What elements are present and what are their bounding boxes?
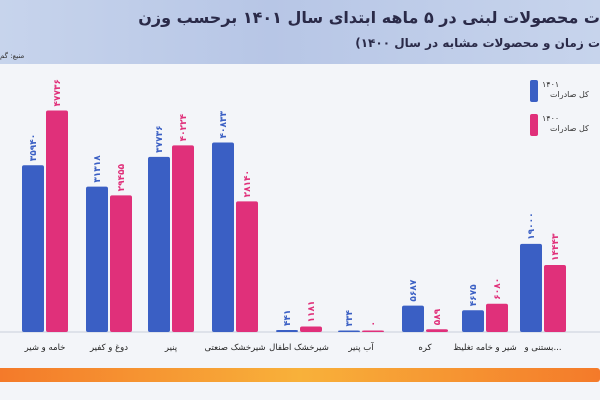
bar-1400-2 — [110, 195, 132, 332]
value-label-1400-1: ۴۷۷۳۶ — [53, 79, 63, 106]
value-label-1400-8: ۶۰۸۰ — [493, 278, 503, 300]
source-note: منبع: گم — [0, 52, 25, 60]
bar-1400-5 — [300, 326, 322, 332]
bar-1400-8 — [486, 303, 508, 332]
legend-year-1400: ۱۴۰۰ — [542, 114, 560, 123]
legend-swatch-1401 — [530, 80, 538, 102]
bar-1401-1 — [22, 165, 44, 332]
bar-1401-3 — [148, 156, 170, 332]
bar-1400-7 — [426, 329, 448, 332]
chart-subtitle: ت زمان و محصولات مشابه در سال ۱۴۰۰) — [355, 36, 600, 50]
value-label-1401-2: ۳۱۳۱۸ — [93, 155, 103, 183]
bar-1401-5 — [276, 329, 298, 332]
bar-1401-2 — [86, 186, 108, 332]
value-label-1401-5: ۴۴۱ — [283, 309, 293, 325]
category-label-4: شیرخشک صنعتی — [204, 343, 265, 353]
category-label-9: بستنی و... — [523, 343, 561, 353]
value-label-1400-5: ۱۱۸۱ — [307, 301, 317, 323]
category-label-6: آب پنیر — [347, 341, 374, 353]
value-label-1400-3: ۴۰۲۲۴ — [179, 113, 189, 141]
legend-swatch-1400 — [530, 114, 538, 136]
category-label-1: خامه و شیر — [24, 343, 66, 353]
legend-year-1401: ۱۴۰۱ — [542, 80, 560, 89]
legend-label-1400: کل صادرات — [550, 124, 589, 133]
value-label-1400-9: ۱۴۴۴۳ — [551, 233, 561, 261]
bar-1400-9 — [544, 264, 566, 332]
header-band — [0, 0, 600, 64]
value-label-1400-7: ۵۸۹ — [433, 308, 443, 325]
bar-1401-8 — [462, 310, 484, 332]
bar-1401-6 — [338, 330, 360, 332]
category-label-7: کره — [418, 343, 432, 353]
bar-1401-4 — [212, 142, 234, 332]
bar-1400-6 — [362, 330, 384, 332]
category-label-3: پنیر — [164, 343, 178, 353]
bar-1400-3 — [172, 145, 194, 332]
bar-1401-9 — [520, 243, 542, 332]
value-label-1400-6: ۰ — [369, 321, 379, 327]
chart-title: ت محصولات لبنی در ۵ ماهه ابتدای سال ۱۴۰۱… — [138, 8, 600, 27]
value-label-1401-3: ۳۷۷۳۶ — [155, 125, 165, 152]
bar-1400-1 — [46, 110, 68, 332]
value-label-1400-4: ۲۸۱۴۰ — [243, 170, 253, 197]
value-label-1401-7: ۵۶۸۷ — [409, 279, 419, 301]
legend-item-1401: ۱۴۰۱ کل صادرات — [530, 80, 600, 102]
bar-1400-4 — [236, 201, 258, 332]
legend-label-1401: کل صادرات — [550, 90, 589, 99]
bar-1401-7 — [402, 305, 424, 332]
value-label-1401-6: ۳۳۴ — [345, 309, 355, 326]
legend-item-1400: ۱۴۰۰ کل صادرات — [530, 114, 600, 136]
value-label-1401-9: ۱۹۰۰۰ — [527, 212, 537, 239]
value-label-1400-2: ۲۹۴۵۵ — [117, 163, 127, 191]
legend: ۱۴۰۱ کل صادرات ۱۴۰۰ کل صادرات — [530, 80, 600, 148]
footer-bar — [0, 368, 600, 382]
category-label-5: شیرخشک اطفال — [269, 343, 329, 353]
value-label-1401-4: ۴۰۸۳۳ — [219, 111, 229, 139]
category-label-8: شیر و خامه تغلیظ — [453, 343, 516, 353]
value-label-1401-1: ۳۵۹۴۰ — [29, 134, 39, 161]
value-label-1401-8: ۴۶۷۵ — [469, 284, 479, 306]
category-label-2: دوغ و کفیر — [89, 343, 128, 353]
